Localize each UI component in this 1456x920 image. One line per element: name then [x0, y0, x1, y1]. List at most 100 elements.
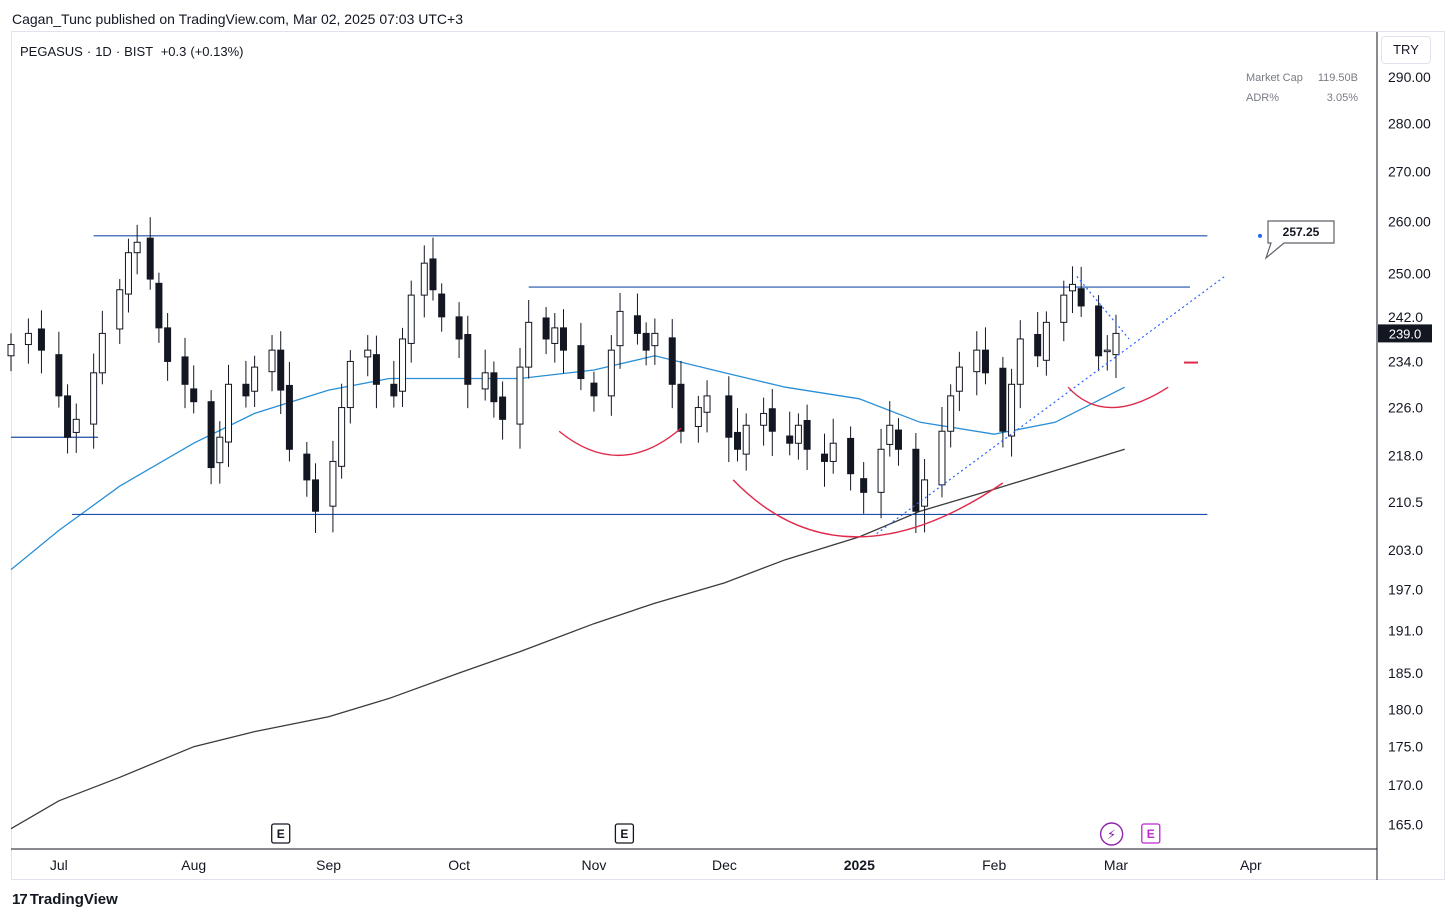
candle-body: [886, 424, 894, 445]
candle-body: [938, 430, 946, 486]
candle-body: [116, 289, 124, 330]
candle: [455, 302, 463, 359]
candle-body: [90, 372, 98, 425]
time-tick-label: Sep: [316, 857, 341, 873]
candle-body: [760, 412, 768, 426]
candle: [694, 395, 702, 443]
tradingview-logo-mark: 17: [12, 891, 28, 908]
candle: [1077, 266, 1085, 317]
candle-body: [921, 479, 929, 507]
price-axis[interactable]: 290.00 280.00 270.00 260.00 250.00 242.0 234.0…: [1388, 69, 1431, 833]
candle: [98, 310, 106, 385]
candle: [703, 380, 711, 433]
last-price-label: 239.0: [1389, 326, 1422, 341]
candle: [464, 315, 472, 409]
candle: [938, 406, 946, 498]
candle: [633, 293, 641, 345]
candle-body: [551, 327, 559, 344]
candle-body: [516, 366, 524, 425]
candle: [768, 388, 776, 456]
adr-value: 3.05%: [1326, 92, 1358, 104]
candle-body: [37, 328, 45, 351]
candle-body: [338, 407, 346, 467]
candle-body: [303, 453, 311, 481]
candle-body: [651, 332, 659, 347]
candle-body: [947, 395, 955, 432]
candle-body: [590, 382, 598, 397]
candle: [285, 362, 293, 462]
candle: [955, 351, 963, 412]
last-price-tag: [1378, 324, 1432, 343]
candle-body: [146, 237, 154, 280]
dividend-marker-icon: ⚡: [1107, 827, 1116, 842]
price-tick-label: 218.0: [1388, 447, 1423, 463]
levels-layer: [11, 235, 1208, 516]
candle: [1008, 368, 1016, 457]
price-tick-label: 250.00: [1388, 266, 1431, 282]
candle-body: [1103, 349, 1111, 353]
symbol-interval: 1D: [95, 44, 112, 59]
candle-body: [268, 349, 276, 373]
candle: [677, 360, 685, 444]
candle: [116, 279, 124, 344]
candle: [207, 390, 215, 485]
price-callout-layer[interactable]: 257.25: [1258, 220, 1335, 260]
candle: [947, 384, 955, 448]
candle-body: [429, 258, 437, 291]
candle-body: [251, 366, 259, 392]
candle-body: [285, 384, 293, 450]
candle: [312, 463, 320, 533]
event-markers-layer[interactable]: E E E ⚡: [271, 822, 1161, 846]
candle-body: [677, 383, 685, 432]
candle-body: [703, 395, 711, 413]
price-tick-label: 170.0: [1388, 777, 1423, 793]
candle-body: [216, 436, 224, 464]
candle: [999, 356, 1007, 448]
candle: [216, 421, 224, 484]
time-axis[interactable]: Jul Aug Sep Oct Nov Dec 2025 Feb Mar Apr: [50, 857, 1262, 873]
candle: [481, 349, 489, 401]
candle: [973, 331, 981, 396]
publish-line: Cagan_Tunc published on TradingView.com,…: [12, 11, 464, 27]
time-tick-label: 2025: [844, 857, 875, 873]
candle-body: [607, 349, 615, 397]
dividend-marker: ⚡: [1099, 822, 1124, 846]
symbol-header[interactable]: PEGASUS · 1D · BIST +0.3 (+0.13%): [20, 44, 248, 59]
candle: [1095, 295, 1103, 372]
candle: [277, 331, 285, 415]
candle-body: [181, 356, 189, 385]
price-tick-label: 260.00: [1388, 214, 1431, 230]
candle: [1034, 311, 1042, 368]
candle: [1112, 314, 1120, 378]
candle-body: [829, 442, 837, 462]
candle-body: [742, 424, 750, 455]
earnings-marker-label: E: [620, 827, 628, 841]
candle: [516, 347, 524, 449]
last-price-layer: 239.0: [1184, 324, 1432, 364]
candle: [64, 384, 72, 454]
candle: [742, 413, 750, 471]
candle-body: [364, 349, 372, 358]
candle: [642, 322, 650, 366]
trendline: [1076, 276, 1130, 340]
candle: [407, 280, 415, 363]
candle-body: [438, 293, 446, 318]
candle: [499, 381, 507, 440]
earnings-marker-box: [271, 823, 291, 844]
candle: [525, 299, 533, 379]
candle: [616, 292, 624, 369]
currency-button[interactable]: TRY: [1381, 36, 1431, 64]
earnings-marker: E: [1141, 823, 1161, 844]
price-callout-box: [1264, 220, 1335, 260]
stats-labels: Market Cap ADR%: [1246, 72, 1303, 112]
candle-body: [98, 332, 106, 374]
earnings-marker-box: [1141, 823, 1161, 844]
candle-body: [794, 424, 802, 444]
candle-body: [24, 332, 32, 346]
candle: [1016, 320, 1024, 409]
candle: [155, 272, 163, 343]
candle-body: [133, 241, 141, 254]
dividend-marker-circle: [1099, 822, 1124, 846]
tradingview-logo[interactable]: 17 TradingView: [12, 891, 118, 908]
